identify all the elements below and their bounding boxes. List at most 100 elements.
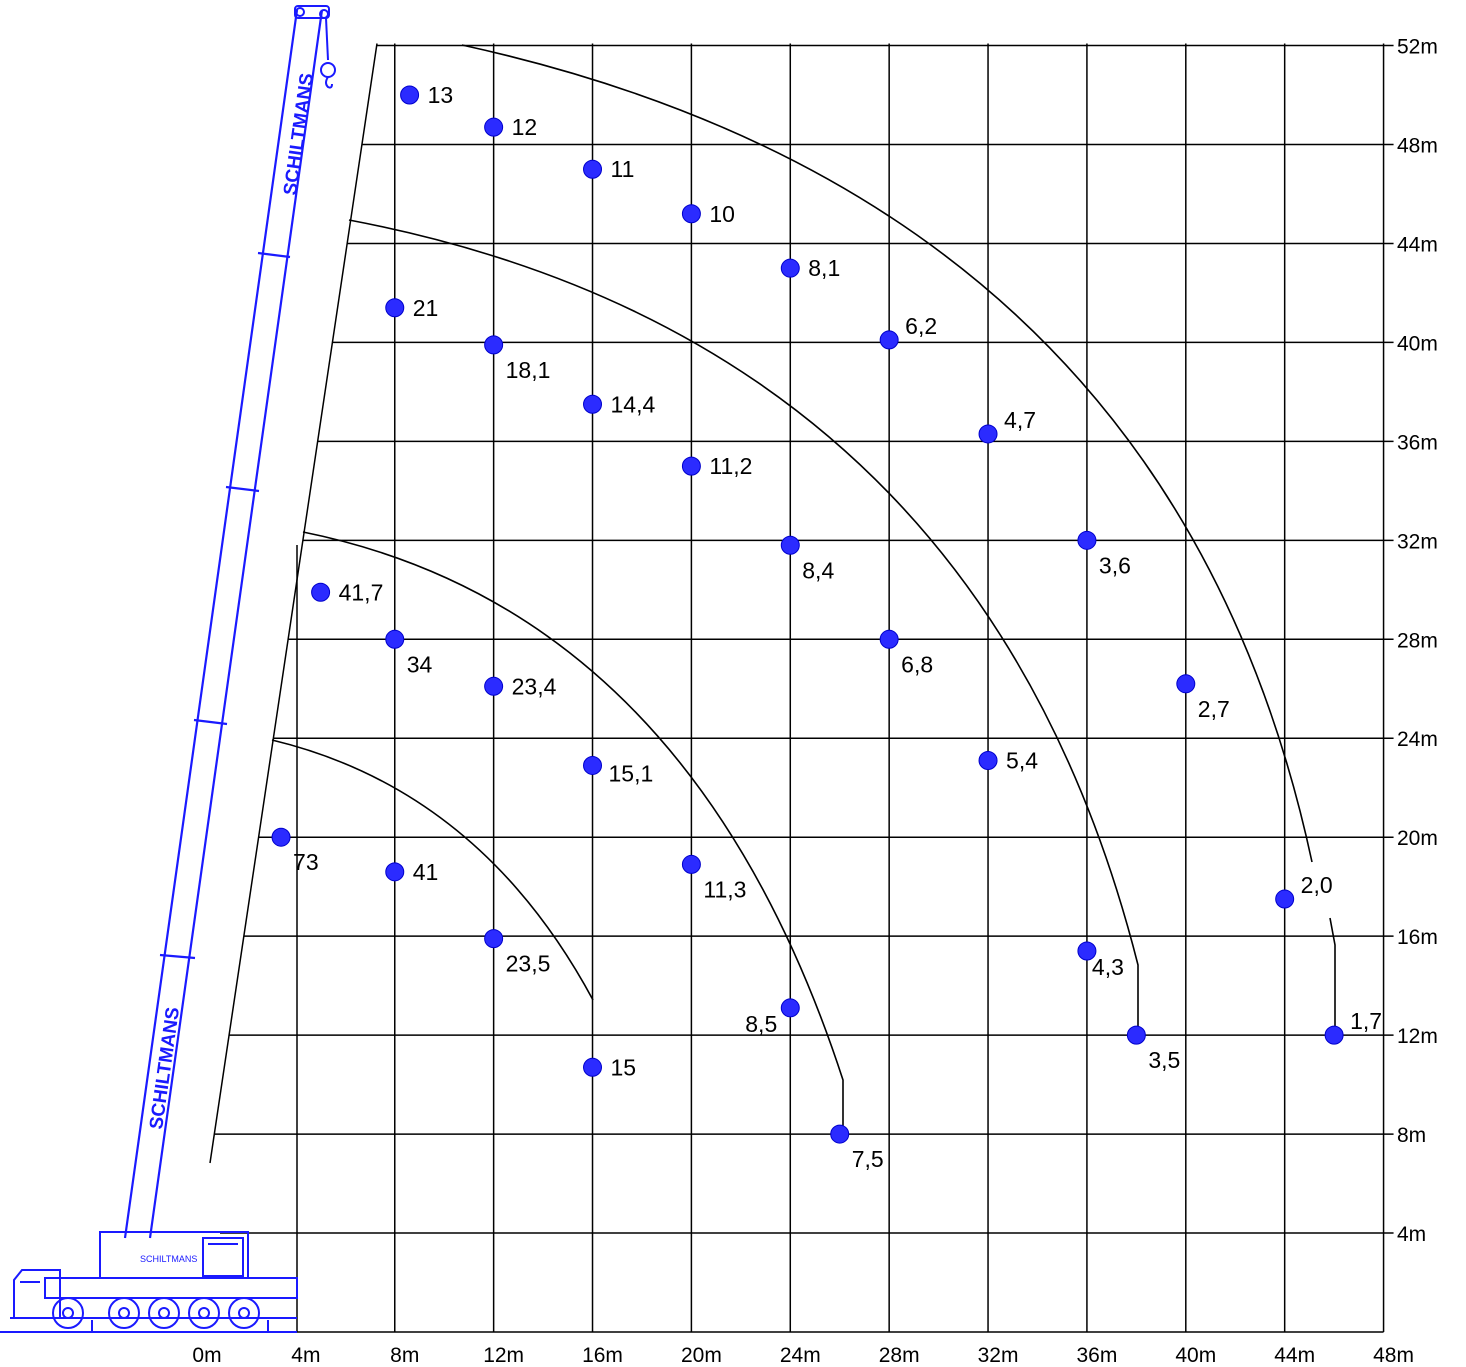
boom-section-joint (159, 953, 196, 960)
grid (209, 43, 1394, 1333)
y-tick-label: 28m (1397, 629, 1438, 652)
load-point (583, 1057, 603, 1077)
load-point (484, 676, 504, 696)
wheel-icon (148, 1297, 180, 1329)
radius-curve-1 (271, 739, 594, 1001)
y-tick-label: 4m (1397, 1223, 1426, 1246)
load-point (271, 827, 291, 847)
x-tick-label: 20m (681, 1344, 722, 1367)
x-tick-label: 0m (192, 1344, 221, 1367)
load-point (484, 117, 504, 137)
load-point (583, 394, 603, 414)
crane-illustration: SCHILTMANS SCHILTMANS SCHILTMANS (0, 5, 336, 1333)
wheel-icon (118, 1307, 130, 1319)
load-point (583, 159, 603, 179)
load-point (879, 330, 899, 350)
y-tick-label: 12m (1397, 1025, 1438, 1048)
y-tick-label: 8m (1397, 1124, 1426, 1147)
load-point-label: 6,8 (901, 651, 933, 677)
wheel-icon (198, 1307, 210, 1319)
load-point-label: 41,7 (339, 579, 384, 605)
load-point (978, 751, 998, 771)
load-point (385, 862, 405, 882)
y-tick-label: 52m (1397, 36, 1438, 59)
y-tick-label: 16m (1397, 926, 1438, 949)
load-point-label: 15,1 (609, 760, 654, 786)
wheel-icon (62, 1307, 74, 1319)
hook-block-icon (320, 62, 336, 78)
load-point-label: 12 (512, 114, 538, 140)
wheel-icon (228, 1297, 260, 1329)
load-point (879, 629, 899, 649)
wheel-icon (108, 1297, 140, 1329)
sheave-icon (319, 9, 329, 19)
load-point-label: 4,7 (1004, 407, 1036, 433)
x-tick-label: 48m (1373, 1344, 1414, 1367)
boom-section-joint (193, 718, 228, 726)
load-point (681, 854, 701, 874)
boom-left-edge (123, 9, 299, 1239)
load-point (1126, 1025, 1146, 1045)
boom-radius-curves (271, 44, 1336, 1130)
wheel-icon (238, 1307, 250, 1319)
load-point (1324, 1025, 1344, 1045)
load-point-label: 4,3 (1092, 954, 1124, 980)
x-tick-label: 44m (1274, 1344, 1315, 1367)
x-tick-label: 24m (780, 1344, 821, 1367)
wheel-icon (52, 1297, 84, 1329)
load-point (1077, 530, 1097, 550)
y-tick-label: 48m (1397, 134, 1438, 157)
x-tick-label: 32m (978, 1344, 1019, 1367)
load-point (1176, 674, 1196, 694)
wheel-icon (188, 1297, 220, 1329)
load-point (385, 298, 405, 318)
load-point-label: 23,5 (506, 951, 551, 977)
load-point-label: 7,5 (852, 1146, 884, 1172)
load-point (1275, 889, 1295, 909)
boom-right-edge (148, 9, 324, 1239)
load-point-label: 23,4 (512, 673, 557, 699)
wheel-icon (158, 1307, 170, 1319)
load-point-label: 3,5 (1148, 1047, 1180, 1073)
wheels (52, 1297, 260, 1329)
x-tick-label: 12m (483, 1344, 524, 1367)
load-point-label: 5,4 (1006, 748, 1038, 774)
y-tick-label: 32m (1397, 530, 1438, 553)
radius-curve-4 (461, 44, 1336, 1035)
load-point-label: 2,0 (1301, 872, 1333, 898)
load-point-label: 11 (611, 156, 635, 182)
load-point (583, 755, 603, 775)
y-tick-label: 44m (1397, 233, 1438, 256)
radius-curve-3 (348, 219, 1139, 1035)
load-point-label: 34 (407, 651, 433, 677)
load-point-label: 10 (709, 201, 735, 227)
carrier-frame (44, 1277, 298, 1299)
y-tick-label: 36m (1397, 431, 1438, 454)
load-point-label: 8,1 (808, 255, 840, 281)
load-point-label: 11,3 (703, 876, 746, 902)
load-point-label: 1,7 (1350, 1008, 1382, 1034)
load-point-label: 15 (611, 1054, 637, 1080)
load-point-label: 11,2 (709, 453, 752, 479)
x-tick-label: 4m (291, 1344, 320, 1367)
load-points: 13 12 11 10 8,1 6,2 4,7 3,6 2,7 2,0 1,7 21 18,1 14,4 1… (271, 82, 1382, 1172)
load-point-label: 13 (428, 82, 454, 108)
boom-limit-line (209, 43, 378, 1164)
load-point (1077, 941, 1097, 961)
cab-brand: SCHILTMANS (140, 1254, 197, 1264)
load-point-label: 21 (413, 295, 439, 321)
hook-rope (325, 17, 329, 61)
boom-section-joint (257, 251, 291, 259)
load-point (681, 456, 701, 476)
load-point-label: 18,1 (506, 357, 551, 383)
load-point (484, 335, 504, 355)
load-point-label: 8,5 (745, 1011, 777, 1037)
load-point (385, 629, 405, 649)
crane-cab (202, 1237, 244, 1277)
load-point (780, 258, 800, 278)
hook-icon (325, 76, 333, 89)
load-point-label: 8,4 (802, 557, 834, 583)
x-tick-label: 28m (879, 1344, 920, 1367)
y-tick-label: 40m (1397, 332, 1438, 355)
